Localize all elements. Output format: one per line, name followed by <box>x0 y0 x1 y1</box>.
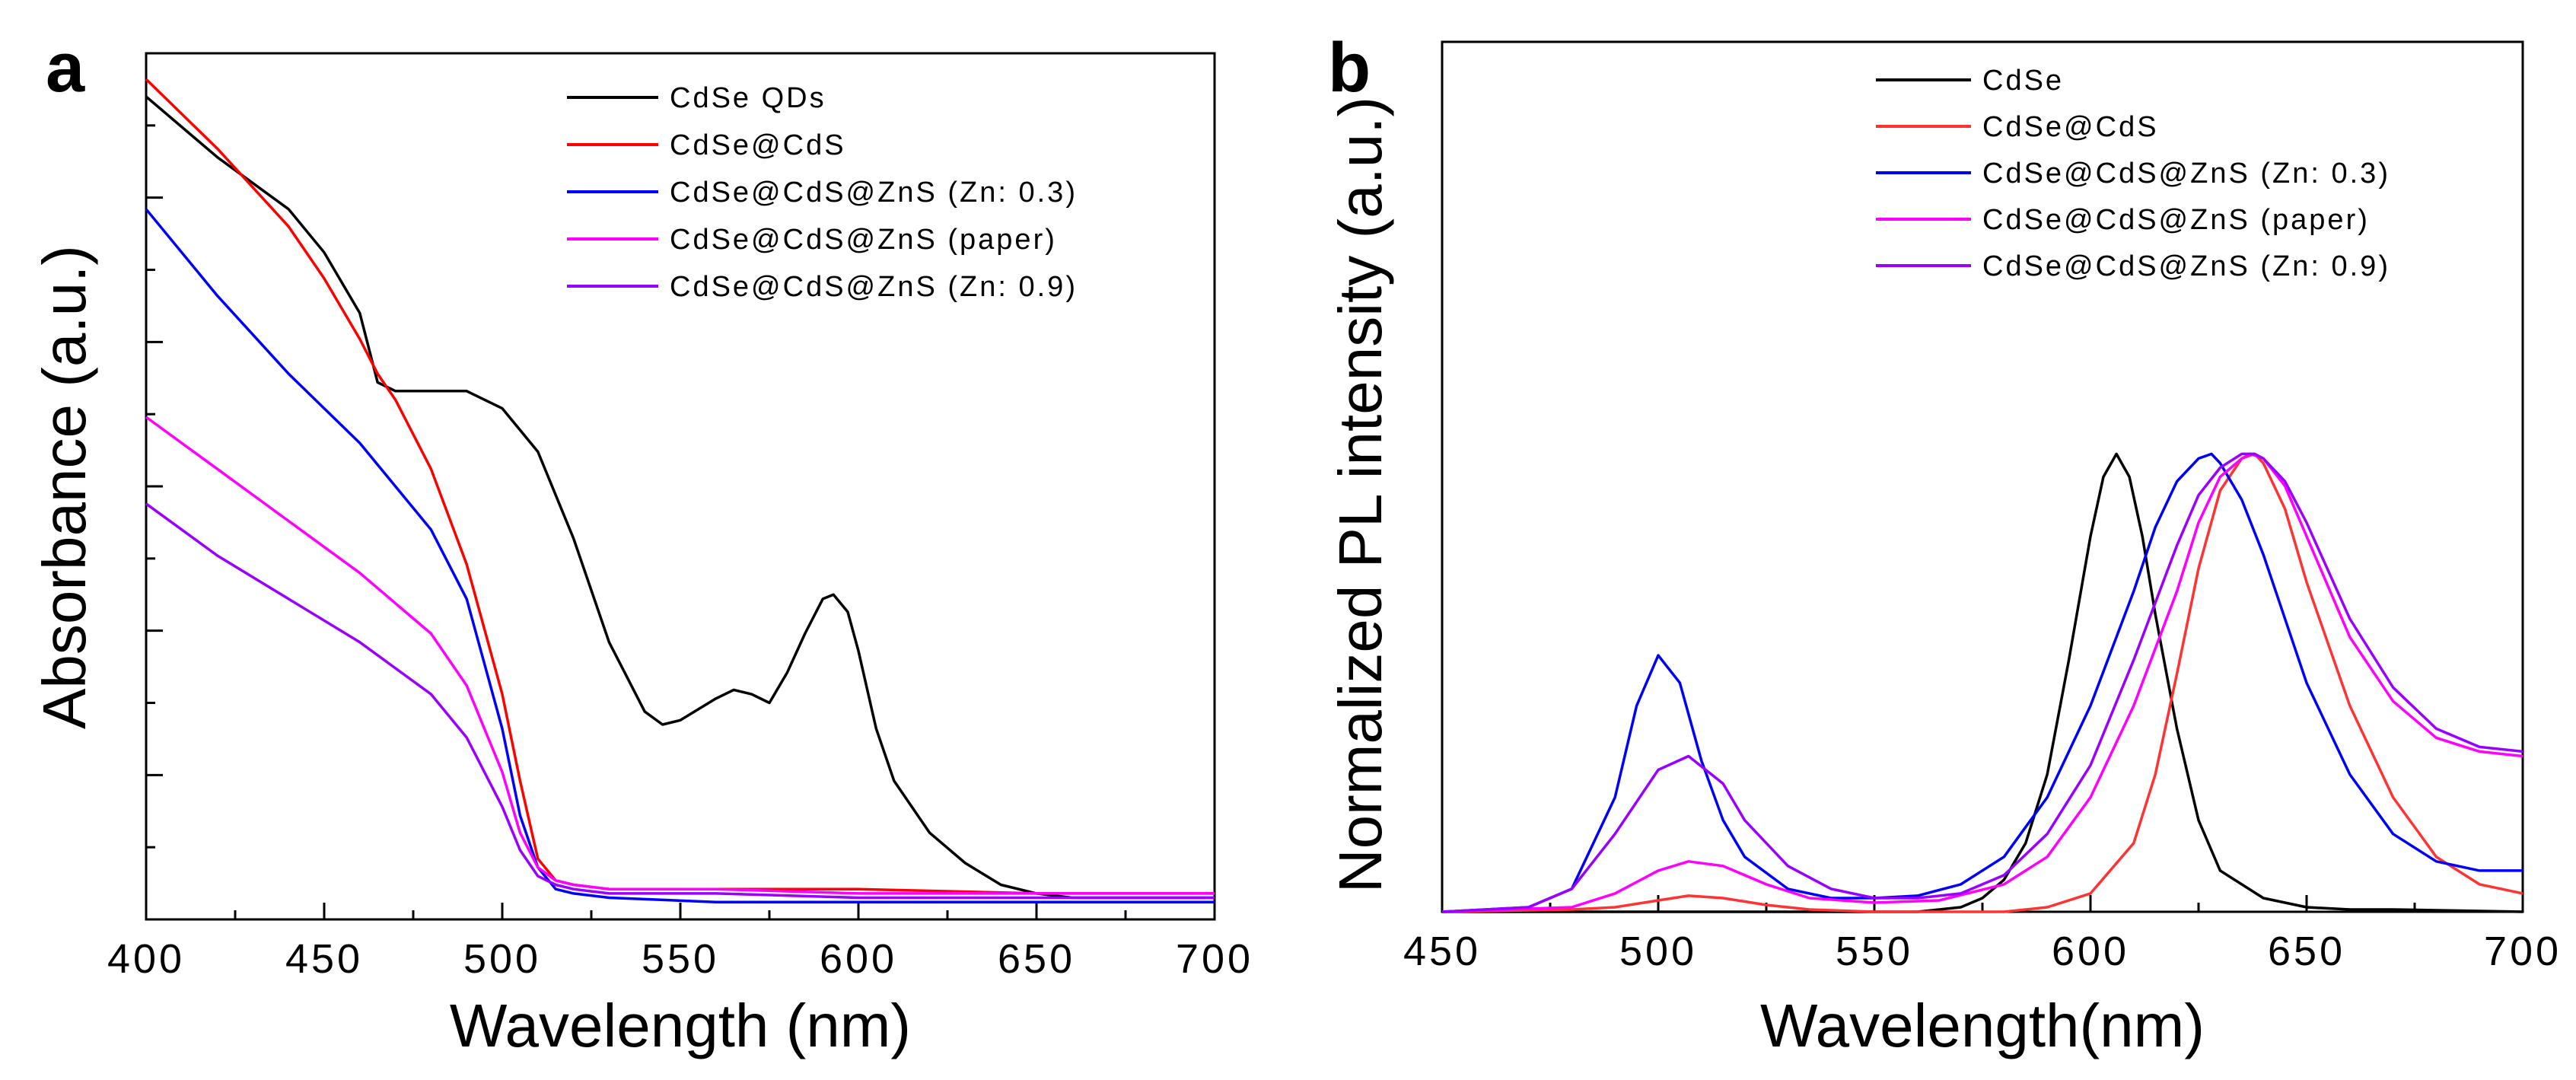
series-line <box>145 502 1215 900</box>
panel-b-letter: b <box>1328 29 1371 107</box>
series-line <box>1441 452 2523 913</box>
x-tick-label: 650 <box>2268 929 2345 974</box>
legend-label: CdSe@CdS <box>670 129 846 161</box>
x-tick-label: 700 <box>1176 936 1253 982</box>
x-tick-label: 600 <box>2052 929 2129 974</box>
series-line <box>145 208 1215 903</box>
series-line <box>1442 452 2523 913</box>
legend-label: CdSe@CdS@ZnS (paper) <box>1982 204 2370 236</box>
legend-label: CdSe@CdS <box>1982 111 2159 143</box>
panel-b-legend: CdSe CdSe@CdS CdSe@CdS@ZnS (Zn: 0.3) CdSe@C… <box>1876 65 2390 282</box>
panel-a-series-lines <box>145 78 1215 903</box>
panel-a-y-axis-title: Absorbance (a.u.) <box>30 245 98 729</box>
series-line <box>145 416 1215 895</box>
series-line <box>1441 452 2523 913</box>
legend-label: CdSe QDs <box>670 82 826 114</box>
x-tick-label: 700 <box>2484 929 2562 974</box>
panel-a-x-tick-labels: 400 450 500 550 600 650 700 <box>107 936 1253 982</box>
series-line <box>145 95 1215 900</box>
panel-a: a 400 450 500 550 600 650 700 CdSe QDs CdSe@CdS… <box>30 29 1253 1059</box>
series-line <box>1441 452 2523 913</box>
panel-b-x-axis-title: Wavelength(nm) <box>1760 992 2205 1059</box>
x-tick-label: 500 <box>463 936 541 982</box>
panel-b-series-lines <box>1441 452 2523 913</box>
x-tick-label: 600 <box>820 936 897 982</box>
legend-label: CdSe@CdS@ZnS (Zn: 0.9) <box>1982 250 2390 282</box>
x-tick-label: 400 <box>107 936 185 982</box>
panel-a-letter: a <box>46 29 85 107</box>
legend-label: CdSe@CdS@ZnS (Zn: 0.3) <box>1982 158 2390 190</box>
x-tick-label: 450 <box>285 936 363 982</box>
panel-a-x-ticks <box>145 903 1216 919</box>
panel-a-legend: CdSe QDs CdSe@CdS CdSe@CdS@ZnS (Zn: 0.3) Cd… <box>567 82 1078 303</box>
panel-b-x-tick-labels: 450 500 550 600 650 700 <box>1403 929 2562 974</box>
x-tick-label: 550 <box>1836 929 1913 974</box>
panel-a-y-ticks <box>146 124 163 849</box>
legend-label: CdSe@CdS@ZnS (Zn: 0.3) <box>670 177 1078 209</box>
panel-b-y-axis-title: Normalized PL intensity (a.u.) <box>1326 97 1394 893</box>
panel-a-x-axis-title: Wavelength (nm) <box>450 992 911 1059</box>
legend-label: CdSe@CdS@ZnS (paper) <box>670 224 1057 256</box>
x-tick-label: 550 <box>642 936 719 982</box>
x-tick-label: 450 <box>1403 929 1481 974</box>
legend-label: CdSe@CdS@ZnS (Zn: 0.9) <box>670 271 1078 303</box>
legend-label: CdSe <box>1982 65 2064 97</box>
panel-b: b 450 500 550 600 650 700 CdSe CdSe@CdS CdSe@Cd… <box>1326 29 2562 1059</box>
series-line <box>1441 452 2523 913</box>
x-tick-label: 500 <box>1619 929 1697 974</box>
x-tick-label: 650 <box>998 936 1075 982</box>
